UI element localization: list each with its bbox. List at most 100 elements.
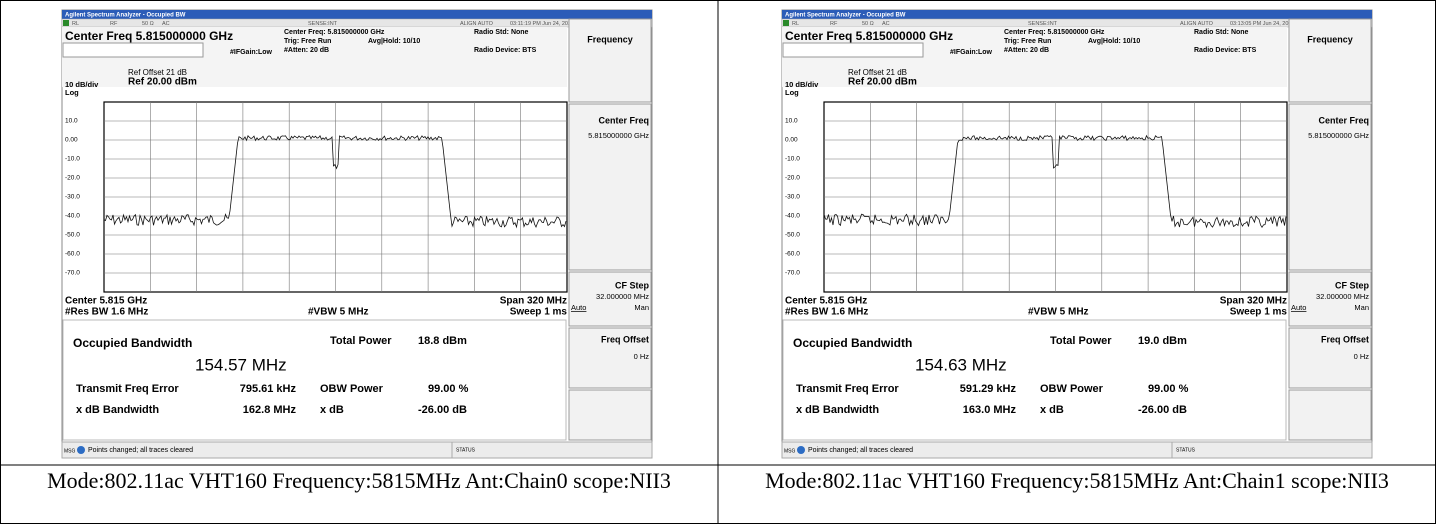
y-label: -70.0 [785,270,800,277]
setting: Center Freq: 5.815000000 GHz [284,29,385,36]
result-label: Occupied Bandwidth [793,336,912,350]
status-item: 03:13:05 PM Jun 24, 2024 [1230,21,1295,27]
message-status: STATUS [456,447,476,453]
y-label: -20.0 [65,175,80,182]
status-item: ALIGN AUTO [460,21,494,27]
vbw: #VBW 5 MHz [1028,307,1089,318]
status-item: ALIGN AUTO [1180,21,1214,27]
softkey-option: Auto [1291,303,1306,312]
caption: Mode:802.11ac VHT160 Frequency:5815MHz A… [14,466,704,495]
result-label: OBW Power [320,383,384,395]
status-item: RL [792,21,799,27]
message-prefix: MSG [784,448,796,454]
softkey-value: 0 Hz [634,352,650,361]
setting: Avg|Hold: 10/10 [1088,38,1140,45]
ref-level: Ref 20.00 dBm [848,77,917,88]
input-box [63,43,203,57]
setting: #Atten: 20 dB [284,47,329,54]
y-label: -30.0 [785,194,800,201]
setting: Radio Std: None [474,29,529,36]
softkey [1289,390,1371,440]
sweep: Sweep 1 ms [1230,307,1288,318]
center-freq-header: Center Freq 5.815000000 GHz [65,29,233,43]
y-label: -10.0 [785,156,800,163]
y-label: 0.00 [65,137,78,144]
result-label: Occupied Bandwidth [73,336,192,350]
softkey-label: CF Step [615,280,650,290]
y-label: 10.0 [785,118,798,125]
result-value: 18.8 dBm [418,335,467,347]
result-value: 163.0 MHz [963,404,1017,416]
softkey-option: Man [1354,303,1369,312]
softkey [569,19,651,102]
status-item: 03:11:19 PM Jun 24, 2024 [510,21,574,27]
caption: Mode:802.11ac VHT160 Frequency:5815MHz A… [732,466,1422,495]
scale-type: Log [65,88,79,97]
title-bar-text: Agilent Spectrum Analyzer - Occupied BW [65,13,186,19]
result-label: x dB [1040,404,1064,416]
status-item: SENSE:INT [1028,21,1058,27]
softkey-label: Freq Offset [1321,334,1369,344]
result-value: 99.00 % [428,383,469,395]
ref-level: Ref 20.00 dBm [128,77,197,88]
info-icon [77,446,85,454]
analyzer-screen: Agilent Spectrum Analyzer - Occupied BW R… [62,10,652,458]
softkey [569,390,651,440]
status-item: SENSE:INT [308,21,338,27]
result-value: -26.00 dB [1138,404,1187,416]
result-value: 154.57 MHz [195,355,287,374]
softkey [1289,104,1371,270]
status-item: 50 Ω [142,21,154,27]
result-label: x dB Bandwidth [796,404,879,416]
setting: #IFGain:Low [230,49,273,56]
setting: Avg|Hold: 10/10 [368,38,420,45]
softkey-value: 32.000000 MHz [596,292,649,301]
y-label: -50.0 [785,232,800,239]
y-label: -60.0 [785,251,800,258]
result-label: Total Power [1050,335,1112,347]
y-label: -40.0 [785,213,800,220]
setting: Center Freq: 5.815000000 GHz [1004,29,1105,36]
softkey-option: Auto [571,303,586,312]
setting: Trig: Free Run [1004,38,1051,45]
result-label: Total Power [330,335,392,347]
softkey [1289,19,1371,102]
y-label: -70.0 [65,270,80,277]
softkey-label: Freq Offset [601,334,649,344]
status-item: RL [72,21,79,27]
result-value: 162.8 MHz [243,404,297,416]
softkey-label: Center Freq [598,115,649,125]
table-graphics: Agilent Spectrum Analyzer - Occupied BW R… [0,0,1436,524]
sweep: Sweep 1 ms [510,307,568,318]
result-label: Transmit Freq Error [796,383,899,395]
status-item: AC [882,21,890,27]
y-label: -30.0 [65,194,80,201]
softkey-option: Man [634,303,649,312]
softkey-title: Frequency [1307,34,1353,44]
status-item: RF [830,21,838,27]
y-label: -20.0 [785,175,800,182]
input-box [783,43,923,57]
center-freq-header: Center Freq 5.815000000 GHz [785,29,953,43]
softkey-value: 32.000000 MHz [1316,292,1369,301]
span: Span 320 MHz [1220,296,1287,307]
center-label: Center 5.815 GHz [65,296,147,307]
result-label: Transmit Freq Error [76,383,179,395]
setting: Radio Device: BTS [474,47,537,54]
span: Span 320 MHz [500,296,567,307]
softkey-value: 0 Hz [1354,352,1370,361]
res-bw: #Res BW 1.6 MHz [65,307,148,318]
result-label: x dB Bandwidth [76,404,159,416]
setting: #IFGain:Low [950,49,993,56]
result-value: 154.63 MHz [915,355,1007,374]
status-icon [63,20,69,26]
setting: #Atten: 20 dB [1004,47,1049,54]
message-status: STATUS [1176,447,1196,453]
result-label: OBW Power [1040,383,1104,395]
setting: Radio Device: BTS [1194,47,1257,54]
result-value: 591.29 kHz [960,383,1017,395]
softkey [569,104,651,270]
result-value: 795.61 kHz [240,383,297,395]
result-value: -26.00 dB [418,404,467,416]
result-value: 19.0 dBm [1138,335,1187,347]
